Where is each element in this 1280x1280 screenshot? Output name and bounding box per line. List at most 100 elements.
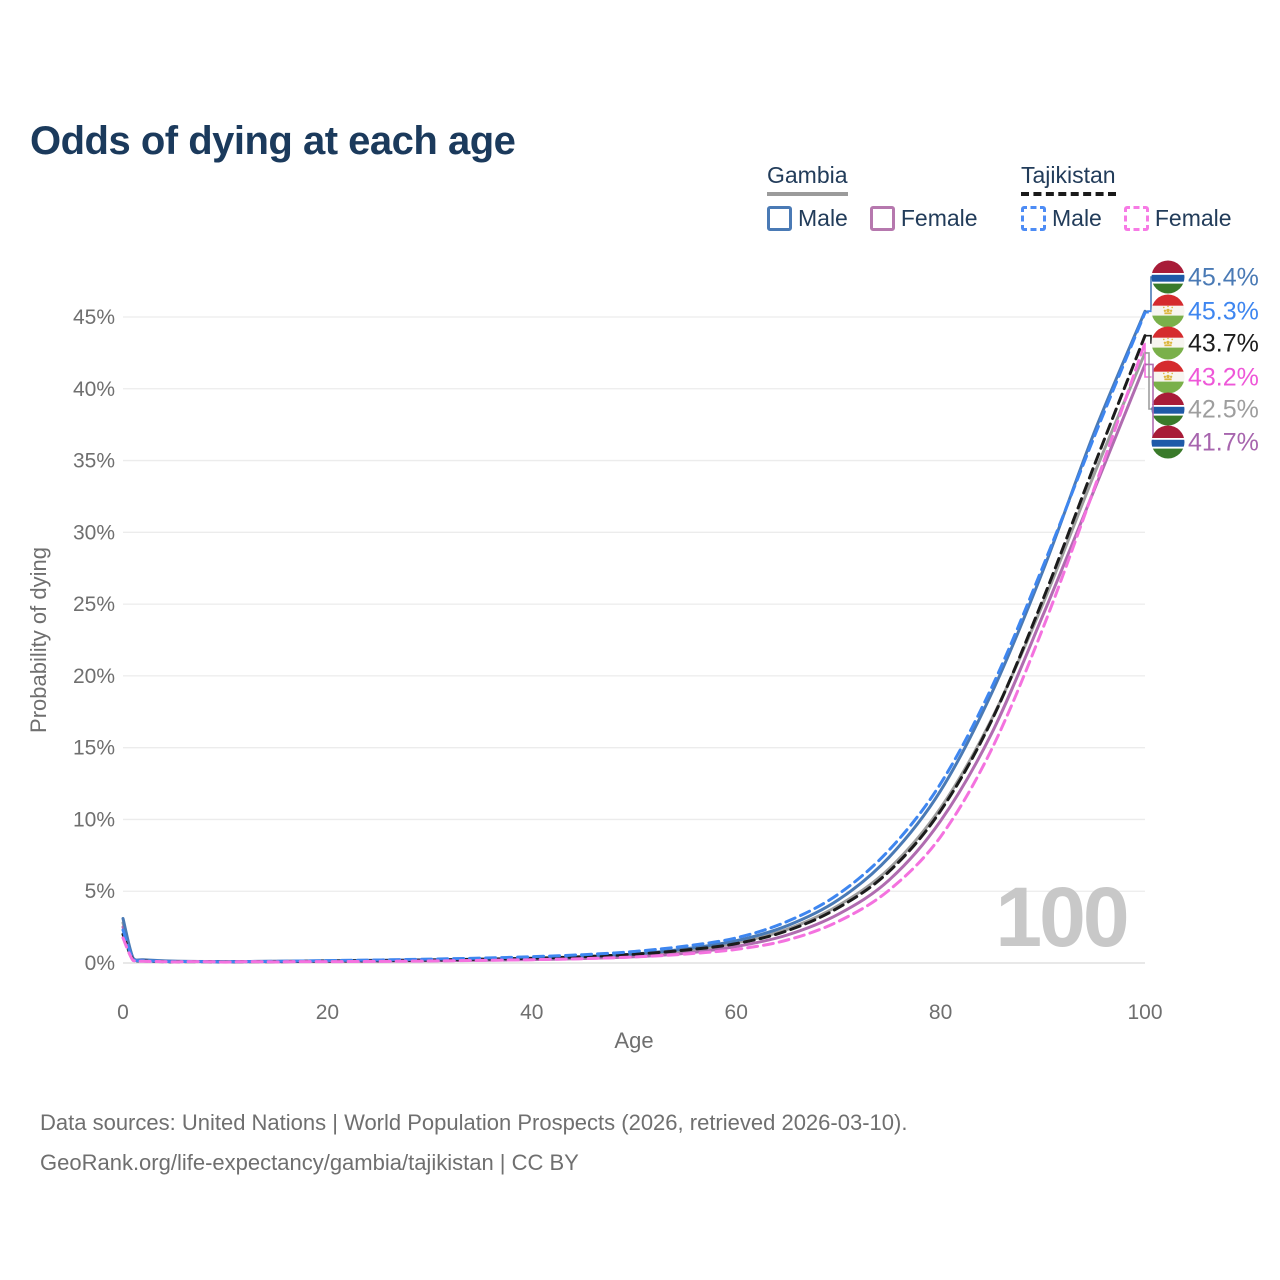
flag-stripe <box>1151 260 1185 273</box>
flag-star <box>1163 372 1165 375</box>
legend-item-label: Female <box>900 205 978 231</box>
flag-stripe <box>1151 274 1185 282</box>
flag-crown-center <box>1166 340 1170 345</box>
flag-stripe <box>1151 438 1185 440</box>
flag-stripe <box>1151 360 1185 372</box>
y-axis-title: Probability of dying <box>26 547 51 733</box>
flag-stripe <box>1151 326 1185 338</box>
tajikistan-female-checkbox-icon[interactable] <box>1123 206 1149 231</box>
flag-stripe <box>1151 294 1185 306</box>
end-value-label: 43.7% <box>1188 330 1259 358</box>
legend-item-gambia-male[interactable]: Male <box>767 205 848 232</box>
flag-star <box>1167 305 1169 308</box>
flag-crown-base <box>1164 378 1172 381</box>
x-tick-label: 20 <box>316 1001 339 1024</box>
flag-stripe <box>1151 415 1185 426</box>
x-tick-label: 100 <box>1127 1001 1162 1024</box>
flag-crown-base <box>1164 312 1172 315</box>
y-tick-label: 35% <box>73 450 115 473</box>
flag-crown-right <box>1169 375 1173 378</box>
series-line-gambia-female[interactable] <box>121 362 1147 964</box>
end-value-label: 43.2% <box>1188 364 1259 392</box>
tajikistan-male-checkbox-icon[interactable] <box>1021 206 1046 231</box>
x-tick-label: 60 <box>725 1001 748 1024</box>
legend-item-label: Male <box>798 205 848 231</box>
hovered-age-watermark: 100 <box>995 870 1126 964</box>
flag-stripe <box>1151 392 1185 405</box>
x-axis-title: Age <box>614 1028 653 1053</box>
flag-star <box>1171 306 1173 309</box>
flag-stripe <box>1151 406 1185 414</box>
flag-star <box>1163 306 1165 309</box>
flag-star <box>1171 338 1173 341</box>
gambia-female-checkbox-icon[interactable] <box>869 206 895 231</box>
end-label-connector <box>1145 276 1152 313</box>
series-line-tajikistan-both-sexes[interactable] <box>121 334 1147 964</box>
y-tick-label: 40% <box>73 378 115 401</box>
legend-group-tajikistan: Tajikistan Male Female <box>1021 162 1232 232</box>
gambia-male-checkbox-icon[interactable] <box>767 206 792 231</box>
flag-stripe <box>1151 413 1185 416</box>
flag-stripe <box>1151 439 1185 447</box>
flag-stripe <box>1151 381 1185 394</box>
flag-stripe <box>1151 281 1185 284</box>
flag-crown-center <box>1166 308 1170 313</box>
page-title: Odds of dying at each age <box>30 118 516 163</box>
flag-star <box>1171 372 1173 375</box>
gambia-flag-icon <box>1151 425 1185 459</box>
y-tick-label: 25% <box>73 593 115 616</box>
series-line-gambia-both-sexes[interactable] <box>121 351 1147 964</box>
data-sources-line2: GeoRank.org/life-expectancy/gambia/tajik… <box>40 1150 579 1175</box>
y-tick-label: 45% <box>73 306 115 329</box>
y-tick-label: 30% <box>73 521 115 544</box>
flag-crown-left <box>1163 375 1167 378</box>
flag-star <box>1167 337 1169 340</box>
x-tick-label: 0 <box>117 1001 129 1024</box>
legend-group-title-tajikistan: Tajikistan <box>1021 162 1116 196</box>
x-tick-label: 40 <box>520 1001 543 1024</box>
series-line-tajikistan-female[interactable] <box>121 341 1147 964</box>
tajikistan-flag-icon <box>1151 360 1185 394</box>
flag-crown-left <box>1163 341 1167 344</box>
flag-crown-center <box>1166 374 1170 379</box>
legend-item-tajikistan-female[interactable]: Female <box>1123 205 1232 232</box>
flag-crown-right <box>1169 309 1173 312</box>
end-value-label: 45.4% <box>1188 264 1259 292</box>
y-tick-label: 15% <box>73 737 115 760</box>
legend-item-gambia-female[interactable]: Female <box>869 205 978 232</box>
flag-stripe <box>1151 405 1185 407</box>
flag-stripe <box>1151 425 1185 438</box>
flag-stripe <box>1151 273 1185 275</box>
series-line-gambia-male[interactable] <box>121 309 1147 964</box>
flag-stripe <box>1151 315 1185 328</box>
legend-items-gambia: Male Female <box>767 205 978 232</box>
tajikistan-flag-icon <box>1151 294 1185 328</box>
flag-crown-right <box>1169 341 1173 344</box>
legend-item-tajikistan-male[interactable]: Male <box>1021 205 1102 232</box>
flag-star <box>1163 338 1165 341</box>
legend-item-label: Female <box>1154 205 1232 231</box>
flag-stripe <box>1151 283 1185 294</box>
end-label-connector <box>1145 352 1152 410</box>
end-value-label: 45.3% <box>1188 298 1259 326</box>
series-line-tajikistan-male[interactable] <box>121 311 1147 964</box>
y-tick-label: 20% <box>73 665 115 688</box>
gambia-flag-icon <box>1151 392 1185 426</box>
end-value-label: 42.5% <box>1188 396 1259 424</box>
flag-crown-left <box>1163 309 1167 312</box>
y-tick-label: 10% <box>73 808 115 831</box>
flag-stripe <box>1151 446 1185 449</box>
flag-stripe <box>1151 448 1185 459</box>
y-tick-label: 5% <box>85 880 115 903</box>
flag-crown-base <box>1164 344 1172 347</box>
y-tick-label: 0% <box>85 952 115 975</box>
x-tick-label: 80 <box>929 1001 952 1024</box>
flag-star <box>1167 371 1169 374</box>
legend-item-label: Male <box>1052 205 1102 231</box>
gambia-flag-icon <box>1151 260 1185 294</box>
flag-stripe <box>1151 347 1185 360</box>
legend-group-gambia: Gambia Male Female <box>767 162 978 232</box>
end-label-connector <box>1145 310 1152 314</box>
